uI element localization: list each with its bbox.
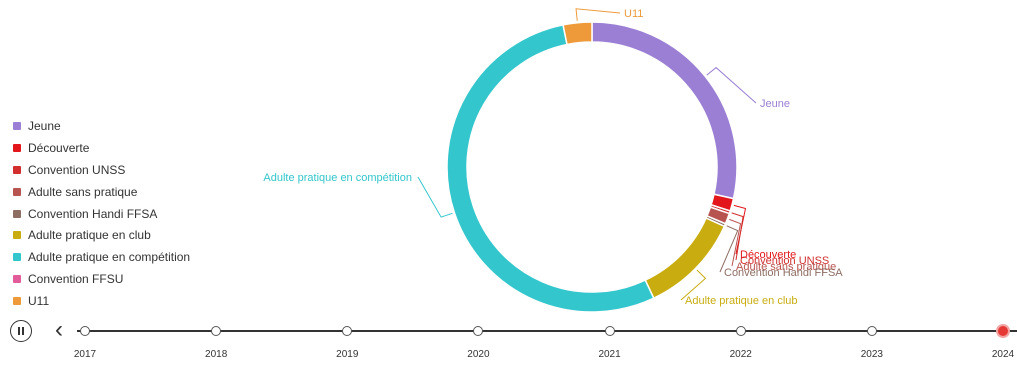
pause-icon <box>22 327 25 335</box>
legend-item-convention-handi-ffsa[interactable]: Convention Handi FFSA <box>13 203 190 225</box>
legend-label: Convention UNSS <box>28 162 126 177</box>
legend-item-convention-unss[interactable]: Convention UNSS <box>13 159 190 181</box>
legend-label: Convention Handi FFSA <box>28 206 158 221</box>
leader-adulte-sans-pratique <box>729 218 742 267</box>
legend-swatch <box>13 165 21 174</box>
legend-item-u11[interactable]: U11 <box>13 290 190 312</box>
slice-label-jeune: Jeune <box>760 98 790 110</box>
legend-swatch <box>13 297 21 306</box>
year-label-2023: 2023 <box>860 349 883 360</box>
legend-label: Adulte pratique en compétition <box>28 250 191 265</box>
legend-swatch <box>13 121 21 130</box>
year-point-2023[interactable] <box>866 326 877 336</box>
slice-label-leaders <box>417 8 757 301</box>
slice-label-convention-unss: Convention UNSS <box>740 255 829 267</box>
slice-adulte-pratique-en-club[interactable] <box>644 217 726 300</box>
year-point-2020[interactable] <box>473 326 484 336</box>
leader-adulte-pratique-en-competition <box>417 176 453 218</box>
previous-year-button[interactable]: ‹ <box>50 317 68 343</box>
slice-label-adulte-sans-pratique: Adulte sans pratique <box>736 261 836 273</box>
slice-jeune[interactable] <box>591 21 738 200</box>
leader-u11 <box>575 8 621 21</box>
legend-item-convention-ffsu[interactable]: Convention FFSU <box>13 268 190 290</box>
slice-label-adulte-pratique-en-club: Adulte pratique en club <box>685 295 798 307</box>
legend-label: Adulte sans pratique <box>28 184 138 199</box>
leader-convention-unss <box>731 212 744 261</box>
year-label-2020: 2020 <box>467 349 490 360</box>
year-point-2024[interactable] <box>996 324 1010 338</box>
legend-swatch <box>13 143 21 152</box>
pause-icon <box>17 327 20 335</box>
year-label-2022: 2022 <box>729 349 752 360</box>
chart-legend: Jeune Découverte Convention UNSS Adulte san… <box>13 115 190 312</box>
legend-swatch <box>13 275 21 284</box>
legend-label: U11 <box>28 294 50 309</box>
legend-label: Convention FFSU <box>28 272 124 287</box>
year-label-2021: 2021 <box>598 349 621 360</box>
year-point-2018[interactable] <box>211 326 222 336</box>
chevron-left-icon: ‹ <box>55 316 63 343</box>
legend-label: Adulte pratique en club <box>28 228 151 243</box>
leader-adulte-pratique-en-club <box>680 269 707 301</box>
year-label-2017: 2017 <box>73 349 97 360</box>
year-timeline: ‹ 2017 2018 2019 2020 2021 2022 2023 2024 <box>0 315 1017 365</box>
year-point-2021[interactable] <box>604 326 615 336</box>
legend-label: Découverte <box>28 140 90 155</box>
year-point-2017[interactable] <box>80 326 90 336</box>
legend-label: Jeune <box>28 118 61 133</box>
legend-swatch <box>13 209 21 218</box>
legend-item-jeune[interactable]: Jeune <box>13 115 190 137</box>
year-label-2018: 2018 <box>205 349 228 360</box>
slice-label-convention-handi-ffsa: Convention Handi FFSA <box>724 267 843 279</box>
slice-label-decouverte: Découverte <box>740 249 796 261</box>
slice-u11[interactable] <box>562 21 593 46</box>
leader-convention-handi-ffsa <box>719 225 739 273</box>
pause-button[interactable] <box>10 320 32 342</box>
leader-jeune <box>706 66 757 104</box>
slice-label-u11: U11 <box>624 8 643 20</box>
slice-adulte-pratique-en-competition[interactable] <box>446 24 655 313</box>
legend-item-adulte-pratique-en-club[interactable]: Adulte pratique en club <box>13 224 190 246</box>
year-label-2019: 2019 <box>336 349 359 360</box>
timeline-track <box>77 330 1017 332</box>
donut-slices <box>446 21 738 313</box>
legend-swatch <box>13 253 21 262</box>
year-point-2019[interactable] <box>342 326 353 336</box>
legend-swatch <box>13 187 21 196</box>
slice-label-adulte-pratique-en-competition: Adulte pratique en compétition <box>263 172 412 184</box>
legend-item-decouverte[interactable]: Découverte <box>13 137 190 159</box>
legend-item-adulte-sans-pratique[interactable]: Adulte sans pratique <box>13 181 190 203</box>
legend-item-adulte-pratique-en-competition[interactable]: Adulte pratique en compétition <box>13 246 190 268</box>
year-label-2024: 2024 <box>991 349 1015 360</box>
legend-swatch <box>13 231 21 240</box>
year-point-2022[interactable] <box>735 326 746 336</box>
